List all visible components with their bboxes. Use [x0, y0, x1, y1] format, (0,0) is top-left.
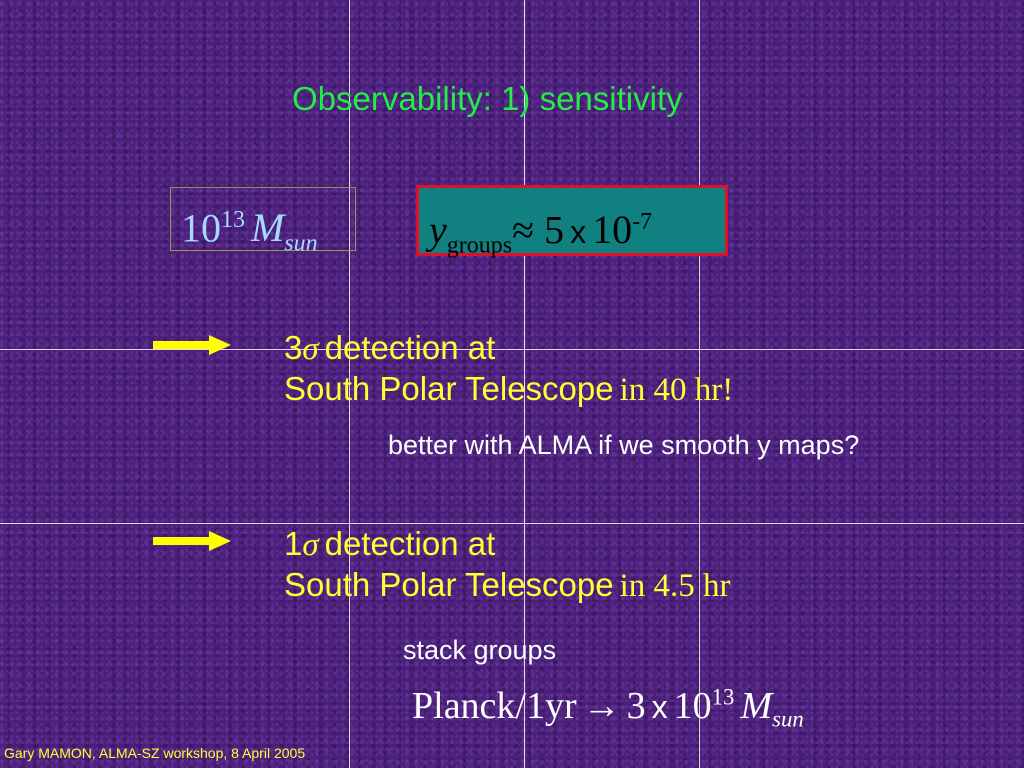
text: 10: [592, 207, 633, 253]
note: better with ALMA if we smooth y maps?: [388, 430, 860, 460]
grid-line: [524, 0, 525, 768]
grid-line: [349, 0, 350, 768]
text: ≈ 5: [512, 207, 565, 253]
text: →: [582, 685, 621, 727]
text: σ: [302, 527, 319, 563]
arrow: [153, 335, 231, 355]
y-box: ygroups≈ 5 x 10-7: [416, 185, 728, 259]
text: sun: [284, 230, 318, 257]
mass-box: 1013 Msun: [170, 187, 356, 256]
text: in 4.5 hr: [619, 568, 731, 604]
text: y: [429, 207, 447, 253]
footer: Gary MAMON, ALMA-SZ workshop, 8 April 20…: [4, 745, 306, 761]
grid-line: [0, 349, 1024, 350]
note: stack groups: [403, 635, 557, 665]
text: M: [251, 205, 285, 251]
text: detection at: [324, 525, 496, 562]
grid-line: [0, 523, 1024, 524]
text: 10: [181, 205, 221, 251]
text: -7: [632, 209, 653, 235]
text: σ: [302, 331, 319, 367]
text: x: [651, 689, 668, 725]
item: 1σ detection at South Polar Telescope in 4…: [284, 524, 731, 606]
text: South Polar Telescope: [284, 370, 614, 407]
arrow: [153, 531, 231, 551]
text: in 40 hr!: [619, 372, 734, 408]
text: Planck/1yr: [412, 685, 577, 727]
text: 3: [626, 685, 646, 727]
text: 1: [284, 525, 303, 562]
text: 3: [284, 329, 303, 366]
item: 3σ detection at South Polar Telescope in 4…: [284, 328, 733, 410]
text: detection at: [324, 329, 496, 366]
planck: Planck/1yr → 3 x 1013 Msun: [412, 684, 804, 733]
grid-line: [699, 0, 700, 768]
text: 10: [673, 685, 712, 727]
text: 13: [711, 684, 735, 710]
text: sun: [772, 706, 804, 732]
text: x: [570, 214, 587, 251]
text: groups: [446, 232, 513, 259]
text: 13: [221, 207, 245, 233]
text: M: [740, 685, 773, 727]
text: South Polar Telescope: [284, 566, 614, 603]
title: Observability: 1) sensitivity: [292, 80, 683, 117]
